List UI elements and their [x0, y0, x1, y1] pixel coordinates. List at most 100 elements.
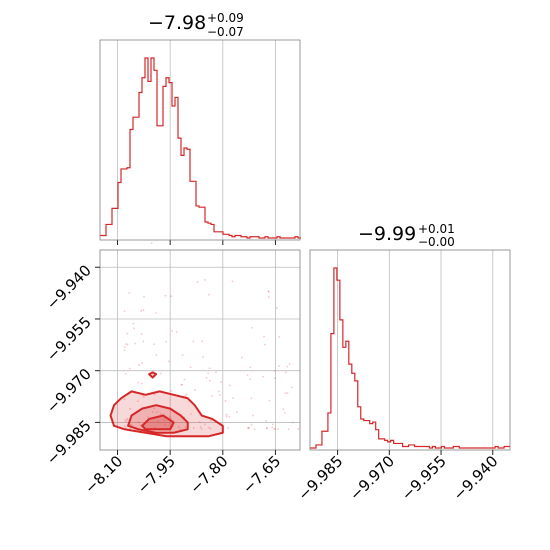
hist2-xtick-label: −9.940	[450, 452, 502, 504]
joint-frame	[99, 249, 301, 451]
joint-density-panel: −9.985−9.970−9.955−9.940 −8.10 −7.95 −7.80…	[43, 242, 301, 497]
sample-point	[164, 294, 167, 297]
sample-point	[184, 426, 187, 429]
sample-point	[150, 242, 153, 245]
sample-point	[250, 423, 253, 426]
sample-point	[167, 360, 170, 363]
sample-point	[263, 335, 265, 338]
joint-xtick-label: −7.65	[239, 452, 284, 497]
sample-point	[278, 336, 281, 338]
sample-point	[168, 415, 171, 418]
sample-point	[129, 423, 132, 426]
sample-point	[246, 374, 249, 377]
sample-point	[134, 342, 137, 345]
sample-point	[225, 413, 228, 416]
sample-point	[271, 423, 274, 426]
title-param-1: −7.98 +0.09 −0.07	[148, 11, 244, 39]
title-1-value: −7.98	[148, 12, 206, 34]
sample-point	[156, 411, 158, 414]
sample-point	[142, 396, 145, 399]
sample-point	[194, 389, 196, 391]
sample-point	[199, 426, 202, 428]
sample-point	[181, 354, 184, 357]
sample-point	[240, 356, 243, 359]
sample-point	[267, 290, 270, 292]
sample-point	[130, 424, 133, 426]
sample-point	[219, 394, 221, 396]
sample-point	[181, 383, 183, 386]
sample-point	[271, 426, 274, 429]
sample-point	[170, 389, 173, 392]
sample-point	[217, 390, 220, 393]
sample-point	[208, 367, 211, 370]
sample-point	[253, 428, 256, 431]
sample-point	[228, 384, 231, 387]
sample-point	[155, 312, 158, 315]
title-2-plus: +0.01	[418, 222, 455, 236]
sample-point	[207, 426, 210, 429]
sample-point	[160, 372, 162, 375]
sample-point	[236, 411, 238, 414]
sample-point	[141, 361, 144, 364]
sample-point	[227, 427, 230, 430]
sample-point	[137, 381, 140, 384]
sample-point	[274, 428, 277, 431]
sample-point	[203, 279, 206, 281]
sample-point	[196, 281, 199, 283]
sample-point	[142, 340, 145, 343]
sample-point	[220, 381, 222, 384]
sample-point	[124, 372, 127, 375]
sample-point	[133, 327, 136, 330]
sample-point	[159, 412, 162, 415]
sample-point	[232, 397, 235, 400]
sample-point	[123, 310, 126, 313]
sample-point	[251, 326, 254, 329]
density-fill-level-1	[110, 391, 223, 437]
sample-point	[157, 420, 159, 423]
sample-point	[198, 421, 201, 424]
sample-point	[192, 427, 195, 429]
sample-point	[123, 425, 126, 428]
title-1-plus: +0.09	[207, 11, 244, 25]
joint-ytick-label: −9.985	[43, 417, 95, 469]
sample-point	[215, 371, 217, 374]
sample-point	[226, 415, 228, 418]
sample-point	[126, 417, 129, 420]
sample-point	[132, 322, 135, 325]
sample-point	[179, 428, 182, 431]
sample-point	[263, 343, 266, 346]
sample-point	[147, 416, 149, 418]
sample-point	[128, 367, 131, 370]
joint-xtick-label: −7.80	[186, 452, 231, 497]
sample-point	[175, 331, 178, 333]
density-contour-level-4	[148, 371, 158, 379]
joint-xtick-label: −7.95	[134, 452, 179, 497]
sample-point	[284, 371, 287, 374]
sample-point	[287, 428, 290, 431]
sample-point	[141, 382, 143, 385]
sample-point	[126, 418, 129, 421]
sample-point	[153, 343, 156, 346]
sample-point	[248, 427, 251, 429]
histogram-param-1	[99, 39, 301, 245]
sample-point	[123, 346, 126, 348]
title-2-minus: −0.00	[418, 235, 455, 249]
sample-point	[123, 349, 126, 351]
sample-point	[129, 407, 132, 410]
sample-point	[268, 399, 271, 402]
sample-point	[210, 395, 213, 397]
sample-point	[251, 414, 254, 417]
sample-point	[205, 376, 208, 379]
sample-point	[123, 398, 126, 401]
sample-point	[267, 291, 270, 293]
sample-point	[290, 386, 293, 389]
sample-point	[286, 392, 289, 394]
sample-point	[297, 428, 300, 430]
hist2-xtick-label: −9.955	[398, 452, 450, 504]
sample-point	[250, 397, 253, 400]
sample-point	[247, 427, 250, 429]
sample-point	[138, 364, 140, 366]
sample-point	[249, 366, 252, 369]
sample-point	[192, 340, 195, 343]
